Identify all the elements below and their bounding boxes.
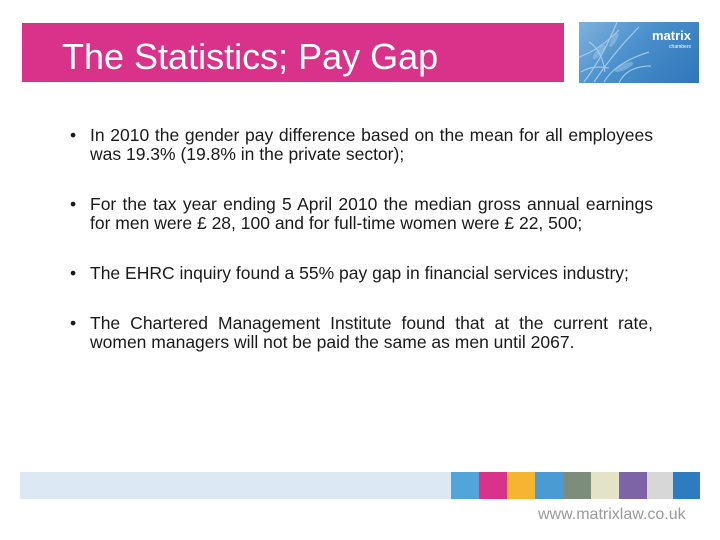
bullet-icon: •: [70, 263, 77, 283]
stripe-segment: [451, 472, 479, 499]
leaf-pattern-icon: [579, 22, 652, 83]
slide-title: The Statistics; Pay Gap: [62, 36, 439, 77]
bullet-item: • The EHRC inquiry found a 55% pay gap i…: [70, 264, 653, 283]
bullet-icon: •: [70, 125, 77, 145]
bullet-icon: •: [70, 194, 77, 214]
stripe-segment: [673, 472, 700, 499]
stripe-segment: [591, 472, 619, 499]
stripe-segment: [563, 472, 591, 499]
stripe-segment: [507, 472, 535, 499]
bullet-list: • In 2010 the gender pay difference base…: [70, 126, 653, 383]
logo-wordmark: matrix: [651, 28, 691, 43]
logo-subtitle: chambers: [669, 44, 691, 50]
stripe-segment: [479, 472, 507, 499]
footer-url: www.matrixlaw.co.uk: [538, 506, 686, 523]
stripe-segment: [20, 472, 451, 499]
matrix-chambers-logo: matrix chambers: [579, 22, 699, 83]
stripe-segment: [647, 472, 673, 499]
bullet-item: • For the tax year ending 5 April 2010 t…: [70, 195, 653, 233]
stripe-segment: [619, 472, 647, 499]
bullet-text: In 2010 the gender pay difference based …: [90, 125, 653, 164]
title-bar: The Statistics; Pay Gap: [22, 23, 564, 82]
bullet-text: The EHRC inquiry found a 55% pay gap in …: [90, 263, 629, 283]
stripe-segment: [535, 472, 563, 499]
bullet-text: The Chartered Management Institute found…: [90, 313, 653, 352]
color-stripe-bar: [20, 472, 700, 499]
bullet-item: • The Chartered Management Institute fou…: [70, 314, 653, 352]
bullet-icon: •: [70, 313, 77, 333]
bullet-text: For the tax year ending 5 April 2010 the…: [90, 194, 653, 233]
bullet-item: • In 2010 the gender pay difference base…: [70, 126, 653, 164]
